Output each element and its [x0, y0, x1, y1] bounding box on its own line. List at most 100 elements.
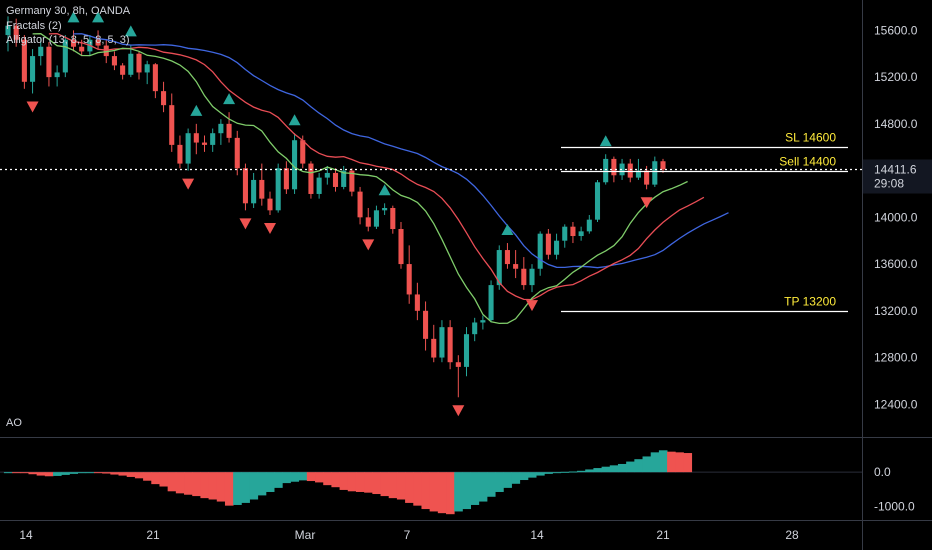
candle-body [226, 123, 232, 138]
candle-body [128, 53, 134, 75]
ao-bar [85, 472, 95, 474]
ao-bar [102, 472, 111, 474]
ao-bar [61, 472, 70, 475]
ao-bar [560, 471, 570, 473]
ao-bar [478, 472, 488, 502]
candle-body [611, 158, 617, 176]
fractals-indicator-label[interactable]: Fractals (2) [6, 19, 62, 32]
fractal-down-marker [640, 197, 653, 209]
last-price-box [863, 159, 932, 194]
ao-bar [437, 472, 447, 514]
candle-body [423, 310, 429, 339]
ao-bar [421, 472, 431, 510]
ao-bar [667, 451, 676, 473]
candle-body [644, 170, 650, 185]
candle-body [259, 179, 265, 199]
fractal-up-marker [599, 135, 612, 147]
candle-body [537, 233, 543, 269]
candle-body [513, 264, 519, 269]
ao-bar [601, 466, 611, 473]
ao-bar [544, 472, 553, 474]
ao-bar [290, 472, 300, 482]
ao-bar [511, 472, 521, 484]
ao-bar [306, 472, 316, 482]
ao-bar [134, 472, 144, 479]
ao-bar [503, 472, 512, 488]
candle-body [341, 170, 347, 187]
ao-bar [3, 472, 13, 474]
ao-bar [462, 472, 471, 510]
ao-bar [44, 472, 54, 477]
ao-bar [470, 472, 480, 505]
alligator-lips-line [32, 33, 688, 325]
ao-bar [683, 453, 693, 473]
ao-bar [454, 472, 463, 512]
fractal-down-marker [362, 239, 375, 251]
candle-body [144, 64, 150, 73]
alligator-indicator-label[interactable]: Alligator (13, 8, 5, 8, 5, 3) [6, 34, 130, 46]
ao-bar [216, 472, 226, 502]
ao-bar [609, 465, 619, 473]
candle-body [54, 72, 60, 78]
ao-bar [577, 470, 586, 473]
ao-bar [429, 472, 439, 512]
price-axis-tick: 14000.0 [874, 210, 918, 224]
ao-bar [175, 472, 185, 494]
candle-body [627, 163, 633, 178]
fractal-up-marker [67, 11, 80, 23]
price-axis-tick: 13600.0 [874, 257, 918, 271]
candle-body [660, 161, 666, 170]
bar-countdown-label: 29:08 [874, 177, 904, 191]
ao-bar [380, 472, 390, 497]
ao-bar [446, 472, 455, 515]
candle-body [635, 170, 641, 178]
candle-body [603, 158, 609, 183]
candle-body [447, 327, 453, 363]
ao-bar [552, 472, 562, 474]
time-axis-tick: 21 [146, 528, 160, 542]
ao-bar [536, 472, 545, 476]
candle-body [406, 264, 412, 295]
time-axis-tick: 14 [19, 528, 33, 542]
candle-body [13, 25, 19, 40]
fractal-up-marker [190, 104, 203, 116]
ao-bar [650, 452, 660, 473]
ao-bar [355, 472, 365, 492]
last-price-label: 14411.6 [874, 163, 917, 177]
ao-bar [233, 472, 242, 505]
candle-body [316, 177, 322, 194]
candle-body [185, 133, 191, 164]
candle-body [463, 334, 470, 367]
level-label: SL 14600 [785, 131, 836, 145]
candle-body [570, 226, 576, 237]
candle-body [332, 172, 339, 187]
candle-body [496, 250, 502, 286]
ao-bar [486, 472, 496, 497]
price-axis-tick: 12400.0 [874, 397, 918, 411]
candle-body [382, 207, 388, 211]
candle-body [152, 64, 158, 92]
fractal-down-marker [26, 101, 39, 113]
candle-body [529, 268, 535, 286]
price-axis-tick: 15200.0 [874, 70, 918, 84]
ao-bar [110, 472, 119, 475]
ao-bar [20, 472, 29, 474]
candle-body [357, 191, 363, 218]
ao-bar [36, 472, 46, 476]
symbol-title[interactable]: Germany 30, 8h, OANDA [6, 5, 131, 17]
candle-body [234, 137, 240, 169]
ao-bar [568, 471, 578, 473]
fractal-up-marker [223, 93, 236, 105]
candle-body [521, 268, 527, 286]
ao-bar [372, 472, 381, 495]
chart-legend: Germany 30, 8h, OANDA Fractals (2) Allig… [6, 4, 130, 48]
ao-bar [364, 472, 373, 493]
ao-bar [200, 472, 209, 499]
candle-body [161, 91, 167, 106]
candle-body [562, 226, 568, 241]
ao-indicator-label[interactable]: AO [6, 417, 22, 429]
ao-bar [224, 472, 234, 506]
alligator-jaw-line [73, 33, 729, 269]
candle-body [439, 327, 445, 358]
